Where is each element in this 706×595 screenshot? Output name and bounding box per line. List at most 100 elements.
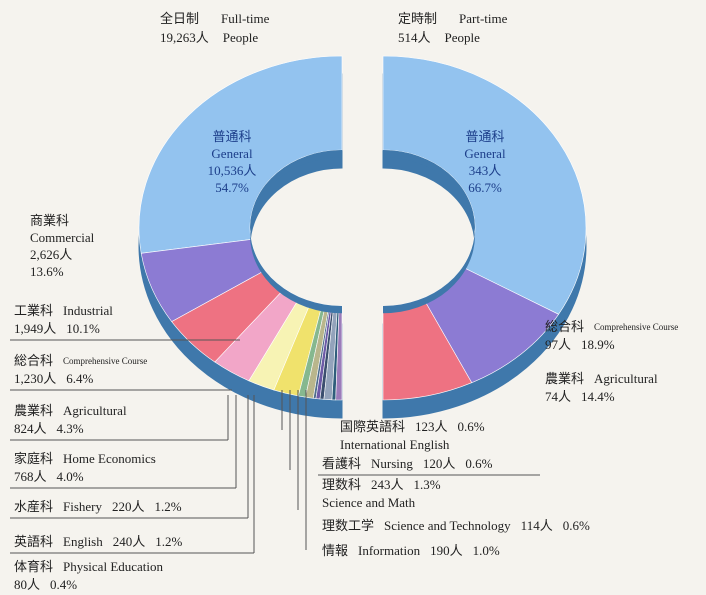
label: 総合科 Comprehensive Course: [14, 353, 147, 368]
chart-title: Part-time: [459, 11, 508, 26]
value-label: 80人: [14, 577, 40, 592]
category: Science and Math: [322, 495, 416, 510]
label: 農業科 Agricultural: [14, 403, 127, 418]
category: Comprehensive Course: [594, 322, 678, 332]
category-jp: 家庭科: [14, 451, 53, 466]
category: Science and Technology: [384, 518, 511, 533]
label: General: [464, 146, 506, 161]
percent-label: 1.0%: [473, 543, 500, 558]
value-label: 1,949人: [14, 321, 56, 336]
percent-label: 1.2%: [155, 499, 182, 514]
total-label: 19,263人: [160, 30, 209, 45]
category: International English: [340, 437, 450, 452]
category-jp: 国際英語科: [340, 419, 405, 434]
label: 英語科 English 240人 1.2%: [14, 534, 183, 549]
category: Physical Education: [63, 559, 164, 574]
value-label: 1,230人: [14, 371, 56, 386]
chart-title: Full-time: [221, 11, 270, 26]
percent-label: 1.3%: [414, 477, 441, 492]
category-jp: 普通科: [465, 129, 504, 144]
label: 10,536人: [208, 163, 257, 178]
category: Comprehensive Course: [63, 356, 147, 366]
category-jp: 英語科: [14, 534, 53, 549]
label: 1,230人 6.4%: [14, 371, 94, 386]
category-jp: 理数工学: [322, 518, 374, 533]
value-label: 114人: [521, 518, 553, 533]
label: 理数工学 Science and Technology 114人 0.6%: [322, 518, 590, 533]
category: Commercial: [30, 230, 95, 245]
percent-label: 10.1%: [66, 321, 100, 336]
value-label: 97人: [545, 337, 571, 352]
label: 工業科 Industrial: [14, 303, 113, 318]
label: 普通科: [465, 129, 504, 144]
value-label: 190人: [430, 543, 463, 558]
label: 農業科 Agricultural: [545, 371, 658, 386]
category: English: [63, 534, 103, 549]
label: 看護科 Nursing 120人 0.6%: [322, 456, 493, 471]
label: 定時制 Part-time: [398, 11, 508, 26]
label: 2,626人: [30, 247, 72, 262]
label: 水産科 Fishery 220人 1.2%: [14, 499, 182, 514]
total-label: 514人: [398, 30, 431, 45]
label: 情報 Information 190人 1.0%: [322, 543, 500, 558]
percent-label: 4.0%: [57, 469, 84, 484]
value-label: 824人: [14, 421, 47, 436]
subtitle: People: [223, 30, 259, 45]
label: Commercial: [30, 230, 95, 245]
subtitle: People: [445, 30, 481, 45]
label: 80人 0.4%: [14, 577, 77, 592]
category-jp: 商業科: [30, 213, 69, 228]
value-label: 74人: [545, 389, 571, 404]
label: 体育科 Physical Education: [14, 559, 164, 574]
category: Agricultural: [594, 371, 658, 386]
percent-label: 54.7%: [215, 180, 249, 195]
category-jp: 体育科: [14, 559, 53, 574]
category: General: [464, 146, 506, 161]
label: 514人 People: [398, 30, 480, 45]
percent-label: 4.3%: [57, 421, 84, 436]
category: Information: [358, 543, 421, 558]
category-jp: 農業科: [14, 403, 53, 418]
value-label: 343人: [469, 163, 502, 178]
label: 74人 14.4%: [545, 389, 615, 404]
value-label: 768人: [14, 469, 47, 484]
label: 普通科: [212, 129, 251, 144]
percent-label: 13.6%: [30, 264, 64, 279]
category-jp: 総合科: [545, 319, 584, 334]
label: 19,263人 People: [160, 30, 258, 45]
label: 理数科 243人 1.3%: [322, 477, 441, 492]
label: 824人 4.3%: [14, 421, 84, 436]
label: 768人 4.0%: [14, 469, 84, 484]
category: Nursing: [371, 456, 413, 471]
category: Home Economics: [63, 451, 156, 466]
percent-label: 66.7%: [468, 180, 502, 195]
category: Agricultural: [63, 403, 127, 418]
percent-label: 1.2%: [155, 534, 182, 549]
value-label: 2,626人: [30, 247, 72, 262]
value-label: 220人: [112, 499, 145, 514]
label: 343人: [469, 163, 502, 178]
label: 国際英語科 123人 0.6%: [340, 419, 485, 434]
category-jp: 看護科: [322, 456, 361, 471]
percent-label: 0.4%: [50, 577, 77, 592]
value-label: 240人: [113, 534, 146, 549]
category: General: [211, 146, 253, 161]
label: 商業科: [30, 213, 69, 228]
title-jp: 定時制: [398, 11, 437, 26]
value-label: 243人: [371, 477, 404, 492]
percent-label: 0.6%: [458, 419, 485, 434]
label: 54.7%: [215, 180, 249, 195]
category: Fishery: [63, 499, 103, 514]
value-label: 123人: [415, 419, 448, 434]
category-jp: 水産科: [14, 499, 53, 514]
percent-label: 0.6%: [563, 518, 590, 533]
label: 全日制 Full-time: [160, 11, 270, 26]
value-label: 120人: [423, 456, 456, 471]
label: 13.6%: [30, 264, 64, 279]
percent-label: 6.4%: [66, 371, 93, 386]
label: 1,949人 10.1%: [14, 321, 100, 336]
category-jp: 総合科: [14, 353, 53, 368]
label: 66.7%: [468, 180, 502, 195]
